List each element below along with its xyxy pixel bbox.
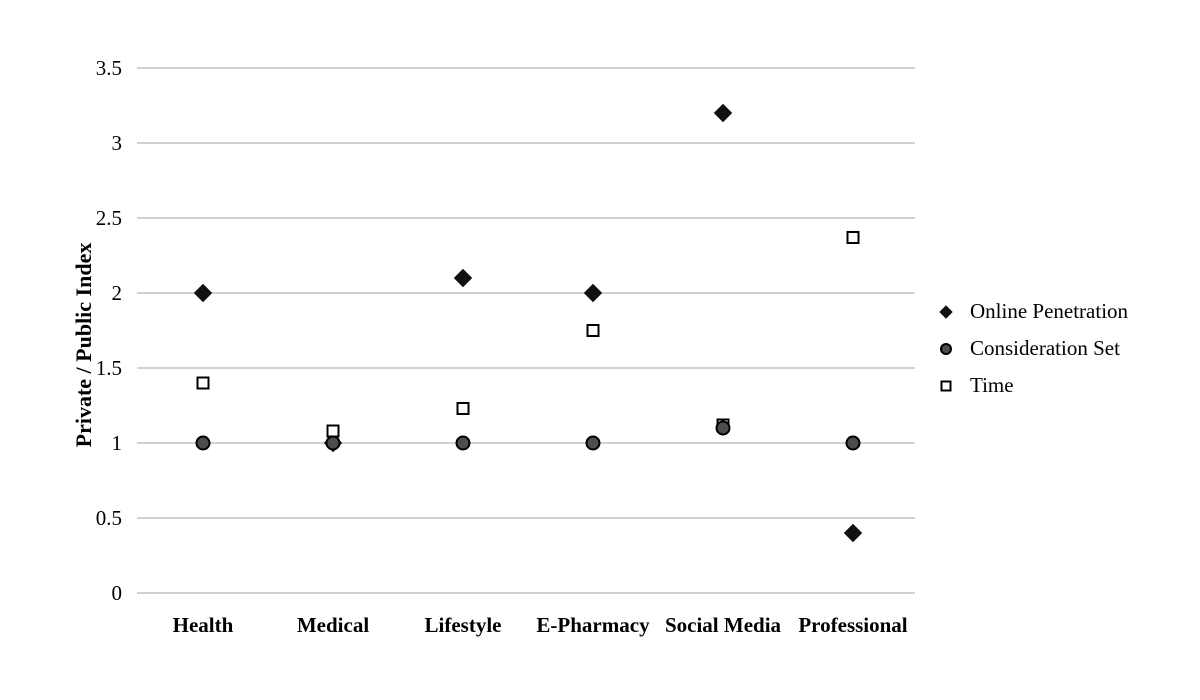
- marker-time-health: [196, 376, 210, 390]
- y-tick-label-0: 0: [112, 581, 123, 605]
- legend-label-consideration-set: Consideration Set: [970, 336, 1120, 360]
- legend-item-time: Time: [938, 367, 1128, 404]
- x-category-label-medical: Medical: [297, 613, 369, 637]
- consideration-set-legend-glyph: [940, 342, 952, 355]
- online-penetration-legend-glyph: [939, 304, 953, 319]
- marker-consideration-set-medical: [325, 435, 341, 451]
- legend-label-time: Time: [970, 373, 1014, 397]
- marker-time-professional: [846, 231, 860, 244]
- marker-consideration-set-social-media: [715, 420, 731, 436]
- marker-consideration-set-e-pharmacy: [585, 435, 601, 451]
- y-tick-label-1.5: 1.5: [96, 356, 122, 380]
- marker-consideration-set-health: [195, 435, 211, 451]
- y-tick-label-2.5: 2.5: [96, 206, 122, 230]
- marker-online-penetration-social-media: [713, 103, 733, 123]
- time-legend-marker-icon: [940, 380, 952, 391]
- marker-time-e-pharmacy: [586, 324, 600, 337]
- legend-item-consideration-set: Consideration Set: [938, 330, 1128, 367]
- marker-time-medical: [326, 424, 340, 438]
- time-legend-glyph: [940, 380, 952, 391]
- marker-online-penetration-health: [193, 283, 213, 303]
- x-category-label-e-pharmacy: E-Pharmacy: [536, 613, 650, 637]
- marker-consideration-set-lifestyle: [455, 435, 471, 451]
- y-tick-label-3: 3: [112, 131, 123, 155]
- marker-online-penetration-e-pharmacy: [583, 283, 603, 303]
- online-penetration-legend-marker-icon: [939, 304, 953, 319]
- legend-label-online-penetration: Online Penetration: [970, 299, 1129, 323]
- x-category-label-health: Health: [173, 613, 234, 637]
- legend-item-online-penetration: Online Penetration: [938, 293, 1128, 330]
- y-tick-label-0.5: 0.5: [96, 506, 122, 530]
- marker-online-penetration-professional: [843, 523, 863, 543]
- marker-online-penetration-lifestyle: [453, 268, 473, 288]
- legend: Online Penetration Consideration Set Time: [938, 293, 1128, 404]
- consideration-set-legend-marker-icon: [940, 342, 952, 355]
- x-category-label-professional: Professional: [798, 613, 907, 637]
- x-category-label-social-media: Social Media: [665, 613, 782, 637]
- y-tick-label-2: 2: [112, 281, 123, 305]
- x-category-label-lifestyle: Lifestyle: [425, 613, 502, 637]
- marker-consideration-set-professional: [845, 435, 861, 451]
- y-tick-label-3.5: 3.5: [96, 56, 122, 80]
- marker-time-lifestyle: [456, 402, 470, 415]
- y-tick-label-1: 1: [112, 431, 123, 455]
